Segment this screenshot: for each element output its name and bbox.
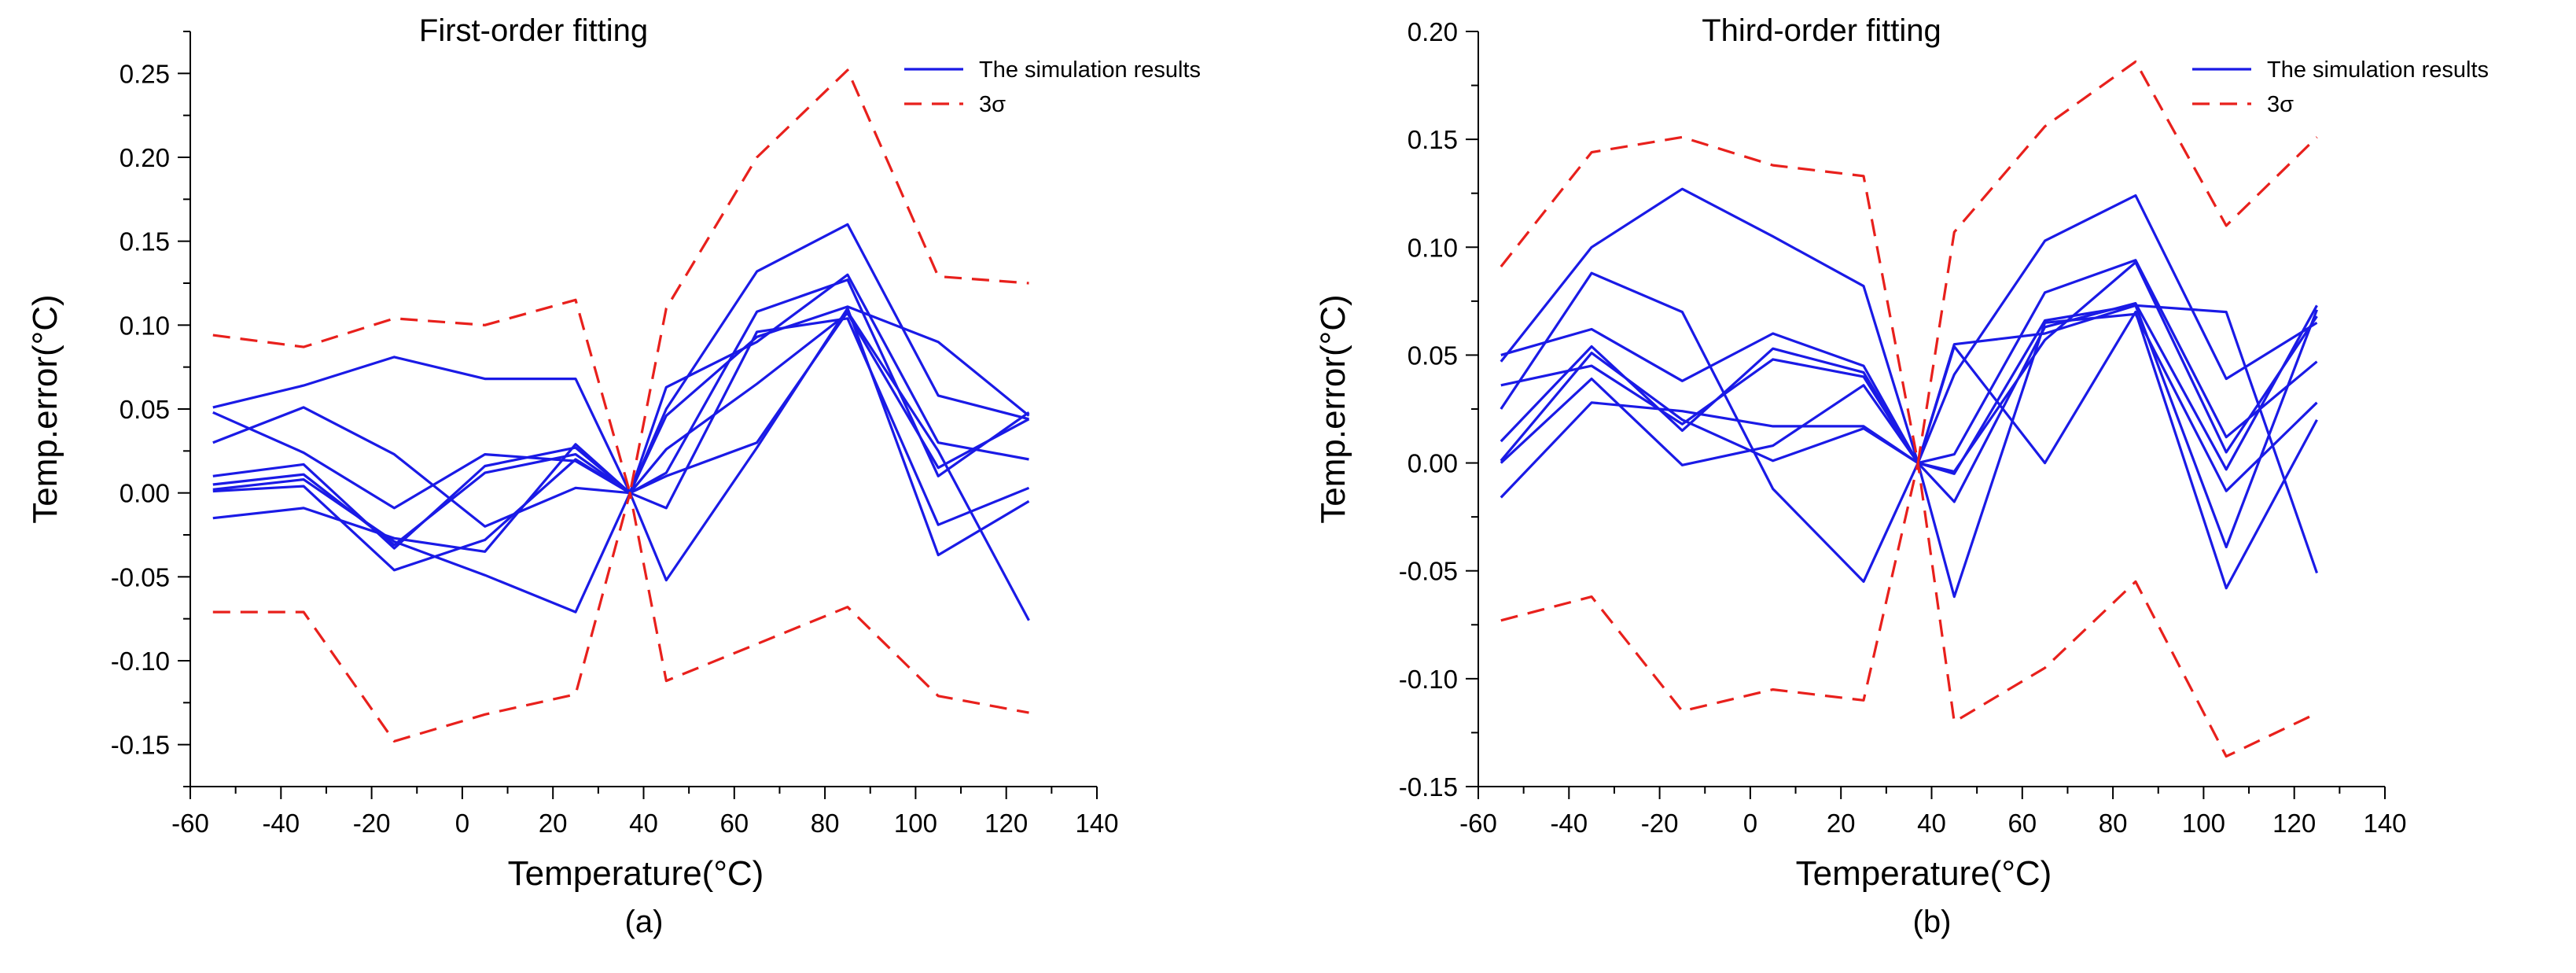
- chart-b-x-tick-label: -20: [1641, 809, 1679, 838]
- chart-b-x-tick-label: 40: [1917, 809, 1946, 838]
- chart-a-y-tick-label: 0.20: [120, 143, 170, 172]
- chart-b-svg: -60 -40 -20 0 20 40 60 80 100 120 140 -0.15 -0.10 -0.…: [1314, 13, 2489, 893]
- chart-b-x-tick-label: -60: [1459, 809, 1497, 838]
- chart-a-x-tick-label: -20: [353, 809, 391, 838]
- chart-a-y-tick-label: -0.10: [111, 647, 170, 676]
- chart-b-y-tick-label: 0.20: [1408, 17, 1458, 46]
- chart-b-x-tick-label: 100: [2182, 809, 2225, 838]
- chart-panel-a: -60 -40 -20 0 20 40 60 80 100 120 140 -0.15 -0.10 -0.…: [26, 13, 1201, 939]
- chart-b-sigma-line-9: [1500, 461, 2318, 758]
- chart-a-title: First-order fitting: [419, 13, 648, 48]
- chart-a-x-tick-label: 60: [719, 809, 749, 838]
- chart-b-simulation-line-6: [1500, 312, 2318, 599]
- chart-b-x-tick-label: -40: [1550, 809, 1588, 838]
- chart-b-y-tick-label: -0.10: [1399, 665, 1458, 694]
- chart-a-x-tick-label: 140: [1075, 809, 1118, 838]
- chart-b-caption: (b): [1912, 905, 1952, 939]
- chart-a-simulation-line-6: [212, 307, 1030, 582]
- chart-a-x-tick-label: 120: [984, 809, 1028, 838]
- chart-b-x-tick-label: 0: [1743, 809, 1757, 838]
- chart-b-y-tick-label: 0.00: [1408, 449, 1458, 478]
- chart-a-x-axis-label: Temperature(°C): [508, 854, 764, 893]
- chart-a-y-tick-label: -0.15: [111, 731, 170, 760]
- chart-b-x-tick-label: 120: [2272, 809, 2316, 838]
- chart-b-legend-sigma-label: 3σ: [2267, 92, 2294, 117]
- chart-a-legend-sigma-label: 3σ: [979, 92, 1006, 117]
- chart-a-y-tick-label: 0.15: [120, 227, 170, 256]
- chart-a-legend-simulation-label: The simulation results: [979, 57, 1201, 83]
- chart-a-x-tick-label: 100: [894, 809, 937, 838]
- chart-b-x-tick-label: 80: [2099, 809, 2128, 838]
- chart-a-y-tick-label: 0.05: [120, 395, 170, 424]
- chart-a-y-tick-label: 0.00: [120, 479, 170, 508]
- chart-a-x-tick-label: -60: [171, 809, 209, 838]
- chart-b-simulation-line-4: [1500, 260, 2318, 474]
- chart-panel-b: -60 -40 -20 0 20 40 60 80 100 120 140 -0.15 -0.10 -0.…: [1288, 0, 2576, 973]
- chart-a-sigma-line-8: [212, 68, 1029, 495]
- chart-b-simulation-line-0: [1500, 187, 2319, 574]
- chart-a-caption: (a): [624, 905, 664, 939]
- chart-a-x-tick-label: 80: [811, 809, 840, 838]
- chart-b-x-tick-label: 60: [2007, 809, 2037, 838]
- chart-b-title: Third-order fitting: [1702, 13, 1941, 48]
- chart-b-x-tick-label: 140: [2363, 809, 2406, 838]
- chart-b-y-tick-label: 0.05: [1408, 341, 1458, 370]
- chart-a-simulation-line-4: [212, 311, 1030, 614]
- chart-a-simulation-line-5: [212, 317, 1030, 572]
- chart-a-y-tick-label: 0.10: [120, 311, 170, 340]
- chart-b-y-tick-label: -0.05: [1399, 557, 1458, 586]
- chart-a-y-tick-label: 0.25: [120, 59, 170, 88]
- chart-a-y-tick-label: -0.05: [111, 562, 170, 592]
- chart-b-sigma-line-8: [1500, 60, 2318, 465]
- chart-b-x-axis-label: Temperature(°C): [1796, 854, 2052, 893]
- chart-a-x-tick-label: 0: [455, 809, 469, 838]
- chart-b-y-tick-label: 0.10: [1408, 233, 1458, 262]
- chart-a-sigma-line-9: [212, 492, 1029, 743]
- chart-b-y-axis-label: Temp.error(°C): [1314, 294, 1352, 523]
- chart-b-y-tick-label: -0.15: [1399, 772, 1458, 802]
- chart-a-x-tick-label: 20: [539, 809, 568, 838]
- chart-b-legend-simulation-label: The simulation results: [2267, 57, 2489, 83]
- chart-b-simulation-line-3: [1500, 302, 2318, 503]
- chart-b-x-tick-label: 20: [1827, 809, 1856, 838]
- chart-b-simulation-line-5: [1500, 304, 2318, 549]
- chart-a-y-axis-label: Temp.error(°C): [26, 294, 64, 523]
- chart-a-x-tick-label: -40: [262, 809, 300, 838]
- chart-b-y-tick-label: 0.15: [1408, 125, 1458, 154]
- chart-a-x-tick-label: 40: [629, 809, 658, 838]
- chart-a-svg: -60 -40 -20 0 20 40 60 80 100 120 140 -0.15 -0.10 -0.…: [26, 13, 1201, 893]
